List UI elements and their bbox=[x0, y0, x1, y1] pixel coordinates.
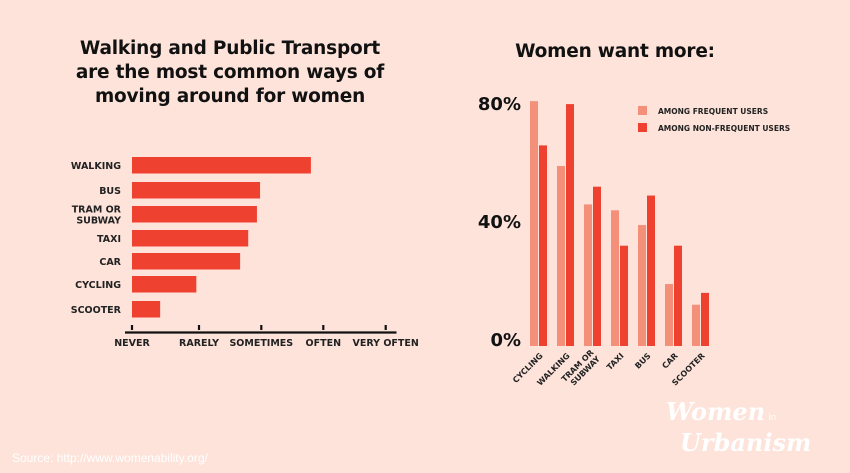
logo-word-in: in bbox=[768, 413, 777, 423]
bar-non-frequent-scooter bbox=[701, 292, 709, 346]
bar-walking bbox=[132, 157, 311, 174]
bar-frequent-scooter bbox=[692, 304, 700, 346]
x-tick-label: OFTEN bbox=[306, 338, 342, 349]
legend-label: AMONG NON-FREQUENT USERS bbox=[658, 124, 790, 133]
legend-swatch-frequent bbox=[638, 106, 647, 115]
bar-non-frequent-cycling bbox=[539, 145, 547, 346]
source-text: Source: http://www.womenability.org/ bbox=[12, 451, 208, 465]
women-in-urbanism-logo: Women in Urbanism bbox=[666, 400, 811, 456]
bar-bus bbox=[132, 182, 261, 199]
bar-car bbox=[132, 253, 241, 270]
x-category-label: TAXI bbox=[605, 351, 626, 372]
bar-non-frequent-tram-or-subway bbox=[593, 186, 601, 346]
logo-word-urbanism: Urbanism bbox=[680, 428, 812, 457]
category-label: CAR bbox=[99, 257, 121, 268]
category-label: BUS bbox=[99, 186, 121, 197]
legend-label: AMONG FREQUENT USERS bbox=[658, 107, 768, 116]
x-tick-label: NEVER bbox=[114, 338, 150, 349]
y-tick-label: 40% bbox=[478, 212, 521, 233]
y-tick-label: 0% bbox=[490, 330, 521, 351]
bar-frequent-walking bbox=[557, 166, 565, 346]
x-tick-label: VERY OFTEN bbox=[353, 338, 419, 349]
left-title-line: Walking and Public Transport bbox=[79, 38, 381, 59]
x-category-label: CAR bbox=[660, 351, 679, 370]
bar-non-frequent-bus bbox=[647, 195, 655, 346]
right-chart-title: Women want more: bbox=[515, 41, 715, 62]
bar-non-frequent-taxi bbox=[620, 245, 628, 346]
legend-swatch-non-frequent bbox=[638, 123, 647, 132]
category-label: SCOOTER bbox=[71, 305, 122, 316]
bar-scooter bbox=[132, 301, 161, 318]
category-label: CYCLING bbox=[75, 280, 121, 291]
x-tick-label: RARELY bbox=[179, 338, 219, 349]
bar-cycling bbox=[132, 276, 197, 293]
bar-frequent-car bbox=[665, 284, 673, 346]
x-category-label-group: BUS bbox=[633, 351, 653, 371]
bar-frequent-bus bbox=[638, 225, 646, 346]
logo-word-women: Women bbox=[666, 397, 766, 426]
category-label: TAXI bbox=[97, 234, 121, 245]
category-label: WALKING bbox=[71, 161, 121, 172]
bar-tram-or-subway bbox=[132, 206, 257, 223]
x-category-label: BUS bbox=[633, 351, 653, 371]
x-category-label-group: CAR bbox=[660, 351, 679, 370]
bar-non-frequent-walking bbox=[566, 104, 574, 346]
left-chart-title: Walking and Public Transport are the most… bbox=[60, 37, 400, 109]
category-label: TRAM OR bbox=[72, 204, 122, 215]
bar-frequent-taxi bbox=[611, 210, 619, 346]
bar-non-frequent-car bbox=[674, 245, 682, 346]
bar-frequent-cycling bbox=[530, 101, 538, 347]
bar-taxi bbox=[132, 230, 249, 247]
y-tick-label: 80% bbox=[478, 94, 521, 115]
left-title-line: moving around for women bbox=[94, 86, 366, 107]
category-label: SUBWAY bbox=[76, 215, 121, 226]
left-title-line: are the most common ways of bbox=[75, 62, 385, 83]
x-category-label-group: TAXI bbox=[605, 351, 626, 372]
x-tick-label: SOMETIMES bbox=[229, 338, 293, 349]
bar-frequent-tram-or-subway bbox=[584, 204, 592, 346]
